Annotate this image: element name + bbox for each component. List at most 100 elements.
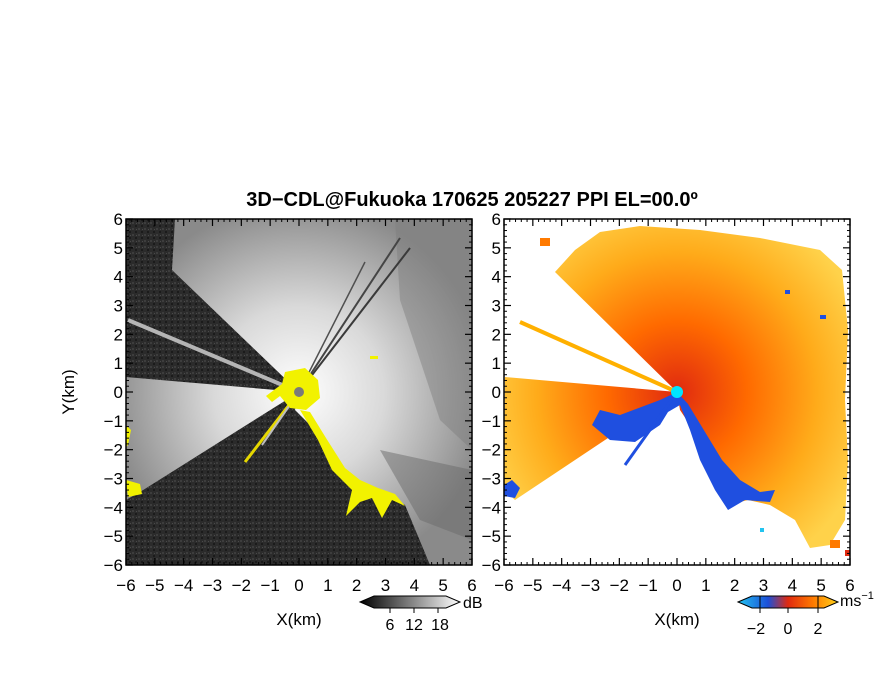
left-colorbar-unit: dB	[463, 595, 483, 612]
left-panel: −6 −5 −4 −3 −2 −1 0 1 2 3 4 5 6 −6−5−4−3−2−10123456 …	[59, 210, 483, 634]
left-beam-ne-3	[298, 261, 366, 393]
y-tick-label: 5	[492, 239, 501, 258]
y-tick-label: −3	[482, 470, 501, 489]
x-tick-label: 0	[672, 576, 681, 595]
x-tick-label: 3	[381, 576, 390, 595]
right-colorbar-tick: 0	[784, 621, 793, 638]
left-dark-cloud	[395, 219, 472, 450]
right-colorbar-tick: 2	[814, 621, 823, 638]
x-tick-label: 6	[845, 576, 854, 595]
right-radar-origin	[671, 386, 683, 398]
y-tick-label: 1	[492, 354, 501, 373]
right-blue-edge-west	[504, 480, 520, 498]
left-colorbar-bar	[358, 595, 462, 609]
left-x-tick-labels: −6 −5 −4 −3 −2 −1 0 1 2 3 4 5 6	[116, 576, 476, 595]
y-tick-label: −1	[104, 412, 123, 431]
right-velocity-sector-west	[504, 377, 677, 500]
y-tick-label: 3	[492, 297, 501, 316]
y-tick-label: −3	[104, 470, 123, 489]
y-tick-label: −2	[482, 441, 501, 460]
y-tick-label: −2	[104, 441, 123, 460]
y-tick-label: 4	[492, 268, 501, 287]
x-tick-label: −4	[174, 576, 193, 595]
right-speckle	[830, 540, 840, 548]
x-tick-label: 4	[410, 576, 419, 595]
x-tick-label: 2	[352, 576, 361, 595]
y-tick-label: −6	[482, 556, 501, 575]
left-beam-nw	[127, 318, 300, 394]
y-tick-label: 1	[114, 354, 123, 373]
right-plot-area	[504, 219, 850, 565]
x-tick-label: 2	[730, 576, 739, 595]
x-tick-label: −5	[523, 576, 542, 595]
y-tick-label: −5	[104, 527, 123, 546]
right-blue-region	[592, 392, 775, 510]
chart-title: 3D−CDL@Fukuoka 170625 205227 PPI EL=00.0…	[246, 189, 698, 211]
left-yellow-edge-west	[126, 425, 131, 447]
right-colorbar-tick: −2	[747, 621, 765, 638]
left-yellow-spot	[370, 356, 378, 359]
left-yellow-edge-sw	[126, 480, 142, 497]
y-tick-label: −4	[482, 498, 501, 517]
right-colorbar: ms−1 −2 0 2	[736, 590, 874, 638]
right-velocity-sector-main	[555, 226, 848, 548]
x-tick-label: 0	[294, 576, 303, 595]
x-tick-label: −3	[203, 576, 222, 595]
y-tick-label: 2	[492, 325, 501, 344]
x-tick-label: 5	[816, 576, 825, 595]
right-speckle	[760, 528, 764, 532]
x-tick-label: 1	[323, 576, 332, 595]
left-echo-sector-west	[126, 377, 299, 500]
x-tick-label: −6	[494, 576, 513, 595]
x-tick-label: 5	[438, 576, 447, 595]
x-tick-label: −6	[116, 576, 135, 595]
right-ticks	[503, 218, 851, 566]
y-tick-label: −1	[482, 412, 501, 431]
right-x-axis-label: X(km)	[654, 610, 699, 629]
x-tick-label: 3	[759, 576, 768, 595]
y-tick-label: 3	[114, 297, 123, 316]
left-beam-ne-1	[298, 247, 411, 393]
left-x-axis-label: X(km)	[276, 610, 321, 629]
x-tick-label: −1	[260, 576, 279, 595]
right-colorbar-bar	[736, 595, 840, 609]
left-colorbar-tick: 6	[386, 617, 395, 634]
y-tick-label: 0	[114, 383, 123, 402]
y-tick-label: 0	[492, 383, 501, 402]
x-tick-label: −2	[232, 576, 251, 595]
right-speckle	[820, 315, 826, 319]
y-tick-label: 5	[114, 239, 123, 258]
y-tick-label: 6	[114, 210, 123, 229]
left-colorbar-tick: 12	[405, 617, 423, 634]
right-colorbar-unit: ms−1	[840, 590, 874, 610]
left-colorbar: dB 6 12 18	[358, 595, 483, 634]
x-tick-label: −2	[610, 576, 629, 595]
left-yellow-center	[266, 368, 320, 410]
left-ticks	[125, 218, 473, 566]
right-panel: −6 −5 −4 −3 −2 −1 0 1 2 3 4 5 6 −6−5−4−3−2−10123456 …	[482, 210, 874, 638]
right-beam-nw	[519, 320, 678, 394]
y-tick-label: −4	[104, 498, 123, 517]
x-tick-label: −4	[552, 576, 571, 595]
y-tick-label: 6	[492, 210, 501, 229]
left-colorbar-tick: 18	[431, 617, 449, 634]
x-tick-label: −3	[581, 576, 600, 595]
x-tick-label: −1	[638, 576, 657, 595]
x-tick-label: 1	[701, 576, 710, 595]
right-beam-blue	[623, 391, 679, 466]
right-speckle	[540, 238, 550, 246]
left-y-tick-labels: −6 −5 −4 −3 −2 −1 0 1 2 3 4 5 6	[104, 210, 123, 575]
x-tick-label: 4	[788, 576, 797, 595]
left-y-axis-label: Y(km)	[59, 369, 78, 414]
y-tick-label: −6	[104, 556, 123, 575]
right-x-tick-labels: −6 −5 −4 −3 −2 −1 0 1 2 3 4 5 6	[494, 576, 854, 595]
x-tick-label: −5	[145, 576, 164, 595]
right-y-tick-labels: −6 −5 −4 −3 −2 −1 0 1 2 3 4 5 6	[482, 210, 501, 575]
left-dark-cloud-2	[380, 450, 472, 540]
left-plot-area	[126, 219, 472, 565]
x-tick-label: 6	[467, 576, 476, 595]
right-speckle	[785, 290, 790, 294]
y-tick-label: 4	[114, 268, 123, 287]
y-tick-label: −5	[482, 527, 501, 546]
